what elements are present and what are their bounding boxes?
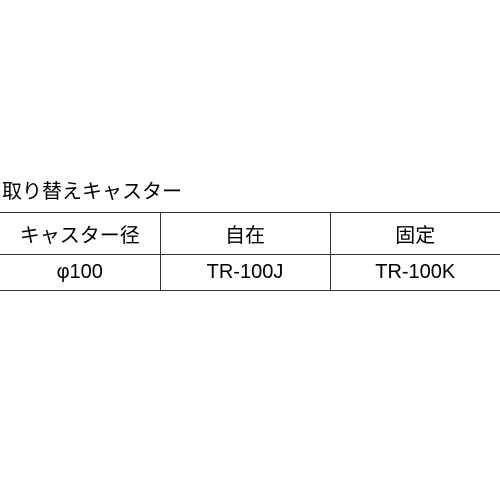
header-diameter: キャスター径 bbox=[0, 213, 160, 255]
content-wrapper: 取り替えキャスター キャスター径 自在 固定 φ100 TR-100J TR-1… bbox=[0, 175, 500, 291]
table-row: φ100 TR-100J TR-100K bbox=[0, 255, 500, 291]
cell-fixed: TR-100K bbox=[330, 255, 500, 291]
caster-table: キャスター径 自在 固定 φ100 TR-100J TR-100K bbox=[0, 212, 500, 291]
cell-diameter: φ100 bbox=[0, 255, 160, 291]
header-fixed: 固定 bbox=[330, 213, 500, 255]
header-swivel: 自在 bbox=[160, 213, 330, 255]
table-title: 取り替えキャスター bbox=[0, 175, 500, 204]
table-header-row: キャスター径 自在 固定 bbox=[0, 213, 500, 255]
cell-swivel: TR-100J bbox=[160, 255, 330, 291]
